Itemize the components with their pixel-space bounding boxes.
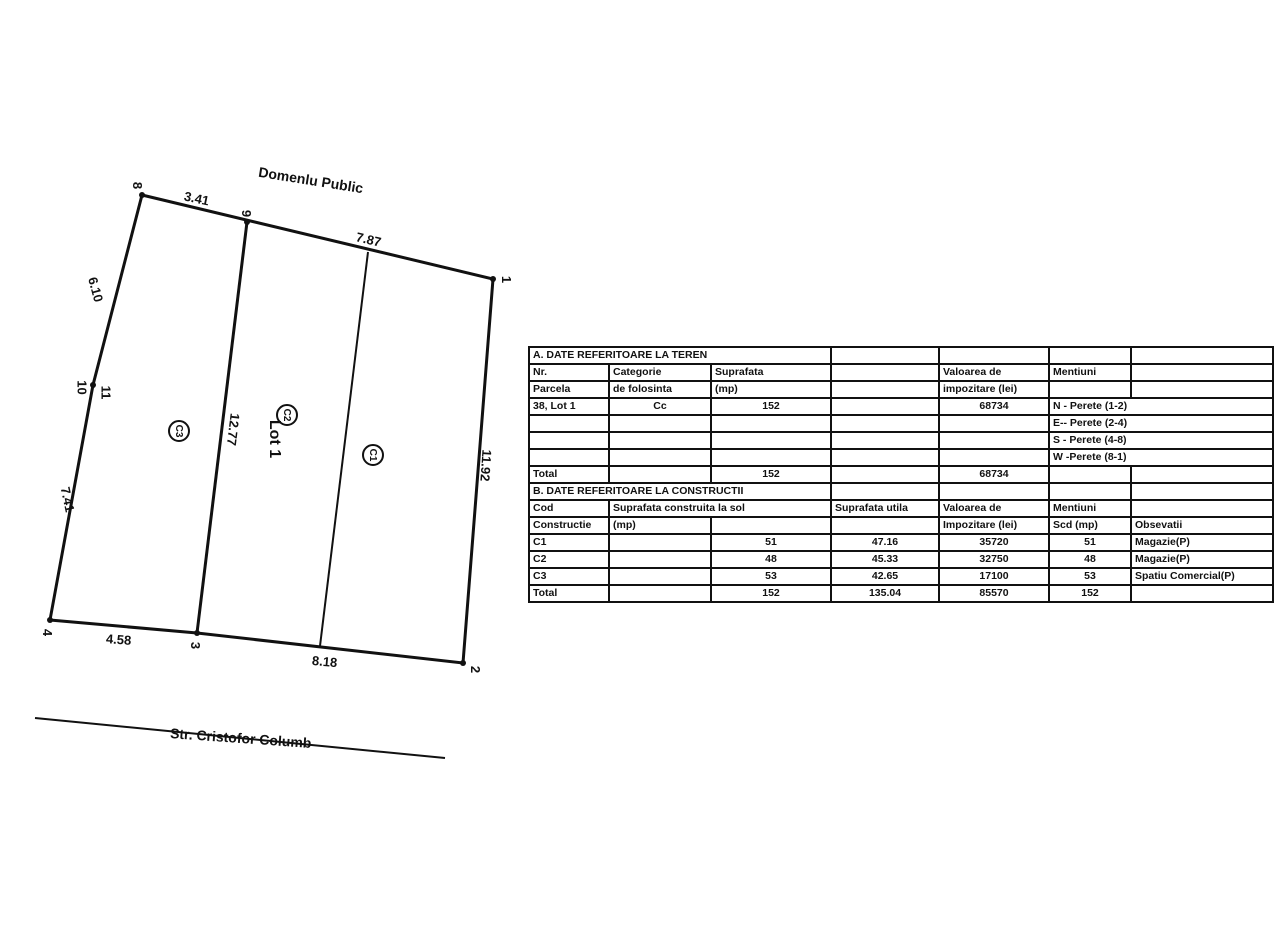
plot-plan <box>34 192 496 759</box>
header-cell: Scd (mp) <box>1048 516 1132 535</box>
cell: 47.16 <box>830 533 940 552</box>
point-8: 8 <box>130 181 146 190</box>
header-cell: Constructie <box>528 516 610 535</box>
cell: Total <box>528 584 610 603</box>
cell: 152 <box>1048 584 1132 603</box>
cell: Cc <box>608 397 712 416</box>
point-10: 10 <box>74 380 90 395</box>
street-line <box>34 717 446 759</box>
section-b-title: B. DATE REFERITOARE LA CONSTRUCTII <box>528 482 832 501</box>
header-cell: Nr. <box>528 363 610 382</box>
cell: 48 <box>1048 550 1132 569</box>
cell: C1 <box>528 533 610 552</box>
cell: 85570 <box>938 584 1050 603</box>
point-4: 4 <box>40 628 56 637</box>
header-cell: impozitare (lei) <box>938 380 1050 399</box>
cell: 68734 <box>938 465 1050 484</box>
point-1: 1 <box>499 275 515 284</box>
header-cell: Mentiuni <box>1048 363 1132 382</box>
table-a-header-row: Parcela de folosinta (mp) impozitare (lei) <box>528 380 1274 399</box>
cell: 32750 <box>938 550 1050 569</box>
cell: N - Perete (1-2) <box>1048 397 1274 416</box>
header-cell: (mp) <box>710 380 832 399</box>
point-markers <box>47 192 496 666</box>
section-a-title: A. DATE REFERITOARE LA TEREN <box>528 346 832 365</box>
table-row: S - Perete (4-8) <box>528 431 1274 450</box>
table-b-total-row: Total 152 135.04 85570 152 <box>528 584 1274 603</box>
header-cell: Suprafata <box>710 363 832 382</box>
cell: Magazie(P) <box>1130 533 1274 552</box>
cell: 51 <box>1048 533 1132 552</box>
table-b-header-row: Cod Suprafata construita la sol Suprafata … <box>528 499 1274 518</box>
cell: Spatiu Comercial(P) <box>1130 567 1274 586</box>
table-row: 38, Lot 1 Cc 152 68734 N - Perete (1-2) <box>528 397 1274 416</box>
header-cell: Suprafata construita la sol <box>608 499 832 518</box>
lot-label: Lot 1 <box>266 419 284 459</box>
construction-c3-marker: C3 <box>168 420 190 442</box>
cell: 152 <box>710 584 832 603</box>
division-line-c1 <box>319 251 369 647</box>
cell: 152 <box>710 397 832 416</box>
table-row: W -Perete (8-1) <box>528 448 1274 467</box>
table-row: C2 48 45.33 32750 48 Magazie(P) <box>528 550 1274 569</box>
cell: 45.33 <box>830 550 940 569</box>
distance-4-3: 4.58 <box>105 631 132 648</box>
header-cell: Suprafata utila <box>830 499 940 518</box>
cell: 48 <box>710 550 832 569</box>
point-2: 2 <box>468 665 484 674</box>
cell: S - Perete (4-8) <box>1048 431 1274 450</box>
cell: W -Perete (8-1) <box>1048 448 1274 467</box>
parcel-data-table: A. DATE REFERITOARE LA TEREN Nr. Categori… <box>528 346 1274 603</box>
point-9: 9 <box>239 209 255 218</box>
cell: E-- Perete (2-4) <box>1048 414 1274 433</box>
distance-3-2: 8.18 <box>311 652 338 671</box>
cell: 42.65 <box>830 567 940 586</box>
header-cell: Mentiuni <box>1048 499 1132 518</box>
header-cell: Valoarea de <box>938 363 1050 382</box>
cell: Magazie(P) <box>1130 550 1274 569</box>
table-a-total-row: Total 152 68734 <box>528 465 1274 484</box>
cell: 152 <box>710 465 832 484</box>
point-3: 3 <box>188 641 204 650</box>
table-a-header-row: Nr. Categorie Suprafata Valoarea de Mentiuni <box>528 363 1274 382</box>
cell: C3 <box>528 567 610 586</box>
cell: 51 <box>710 533 832 552</box>
header-cell: Obsevatii <box>1130 516 1274 535</box>
point-11: 11 <box>98 385 114 400</box>
distance-1-2: 11.92 <box>477 449 495 482</box>
table-row: C1 51 47.16 35720 51 Magazie(P) <box>528 533 1274 552</box>
header-cell: (mp) <box>608 516 712 535</box>
cell: Total <box>528 465 610 484</box>
cell: 53 <box>710 567 832 586</box>
cell: 68734 <box>938 397 1050 416</box>
cell: 53 <box>1048 567 1132 586</box>
header-cell: Cod <box>528 499 610 518</box>
cell: 38, Lot 1 <box>528 397 610 416</box>
header-cell: de folosinta <box>608 380 712 399</box>
cell: 135.04 <box>830 584 940 603</box>
section-a-title-row: A. DATE REFERITOARE LA TEREN <box>528 346 1274 365</box>
cell: 17100 <box>938 567 1050 586</box>
section-b-title-row: B. DATE REFERITOARE LA CONSTRUCTII <box>528 482 1274 501</box>
cell: 35720 <box>938 533 1050 552</box>
table-row: E-- Perete (2-4) <box>528 414 1274 433</box>
division-line-9-3 <box>195 221 249 634</box>
header-cell: Impozitare (lei) <box>938 516 1050 535</box>
cell: C2 <box>528 550 610 569</box>
table-b-header-row: Constructie (mp) Impozitare (lei) Scd (mp) O… <box>528 516 1274 535</box>
construction-c1-marker: C1 <box>362 444 384 466</box>
header-cell: Parcela <box>528 380 610 399</box>
header-cell: Categorie <box>608 363 712 382</box>
table-row: C3 53 42.65 17100 53 Spatiu Comercial(P) <box>528 567 1274 586</box>
header-cell: Valoarea de <box>938 499 1050 518</box>
